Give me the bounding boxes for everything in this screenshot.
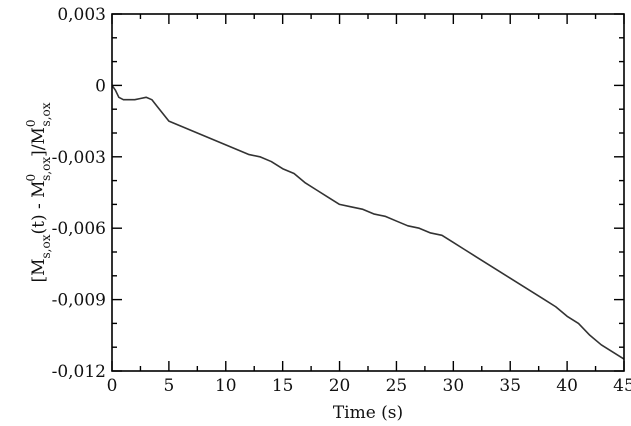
- y-tick-label: -0,006: [52, 219, 106, 239]
- x-tick-label: 30: [443, 376, 465, 396]
- y-tick-label: 0,003: [57, 5, 106, 25]
- y-tick-label: 0: [95, 76, 106, 96]
- x-axis-ticks: [111, 14, 625, 371]
- x-tick-label: 35: [499, 376, 521, 396]
- y-tick-label: -0,003: [52, 148, 106, 168]
- x-tick-label: 0: [107, 376, 118, 396]
- x-tick-label: 45: [613, 376, 631, 396]
- plot-frame: [111, 13, 625, 372]
- x-tick-label: 40: [556, 376, 578, 396]
- x-tick-label: 10: [215, 376, 237, 396]
- x-tick-label: 25: [386, 376, 408, 396]
- x-axis-title: Time (s): [333, 403, 403, 423]
- y-axis-ticks: [112, 13, 624, 372]
- y-tick-label: -0,012: [52, 362, 106, 382]
- y-axis-tick-labels: 0,003 0 -0,003 -0,006 -0,009 -0,012: [52, 5, 106, 382]
- series-line: [111, 84, 625, 360]
- x-tick-label: 5: [163, 376, 174, 396]
- x-tick-label: 20: [329, 376, 351, 396]
- y-axis-title: [Ms,ox(t) - M0s,ox]/M0s,ox: [24, 102, 53, 282]
- x-tick-label: 15: [272, 376, 294, 396]
- x-axis-tick-labels: 0 5 10 15 20 25 30 35 40 45: [107, 376, 631, 396]
- y-tick-label: -0,009: [52, 291, 106, 311]
